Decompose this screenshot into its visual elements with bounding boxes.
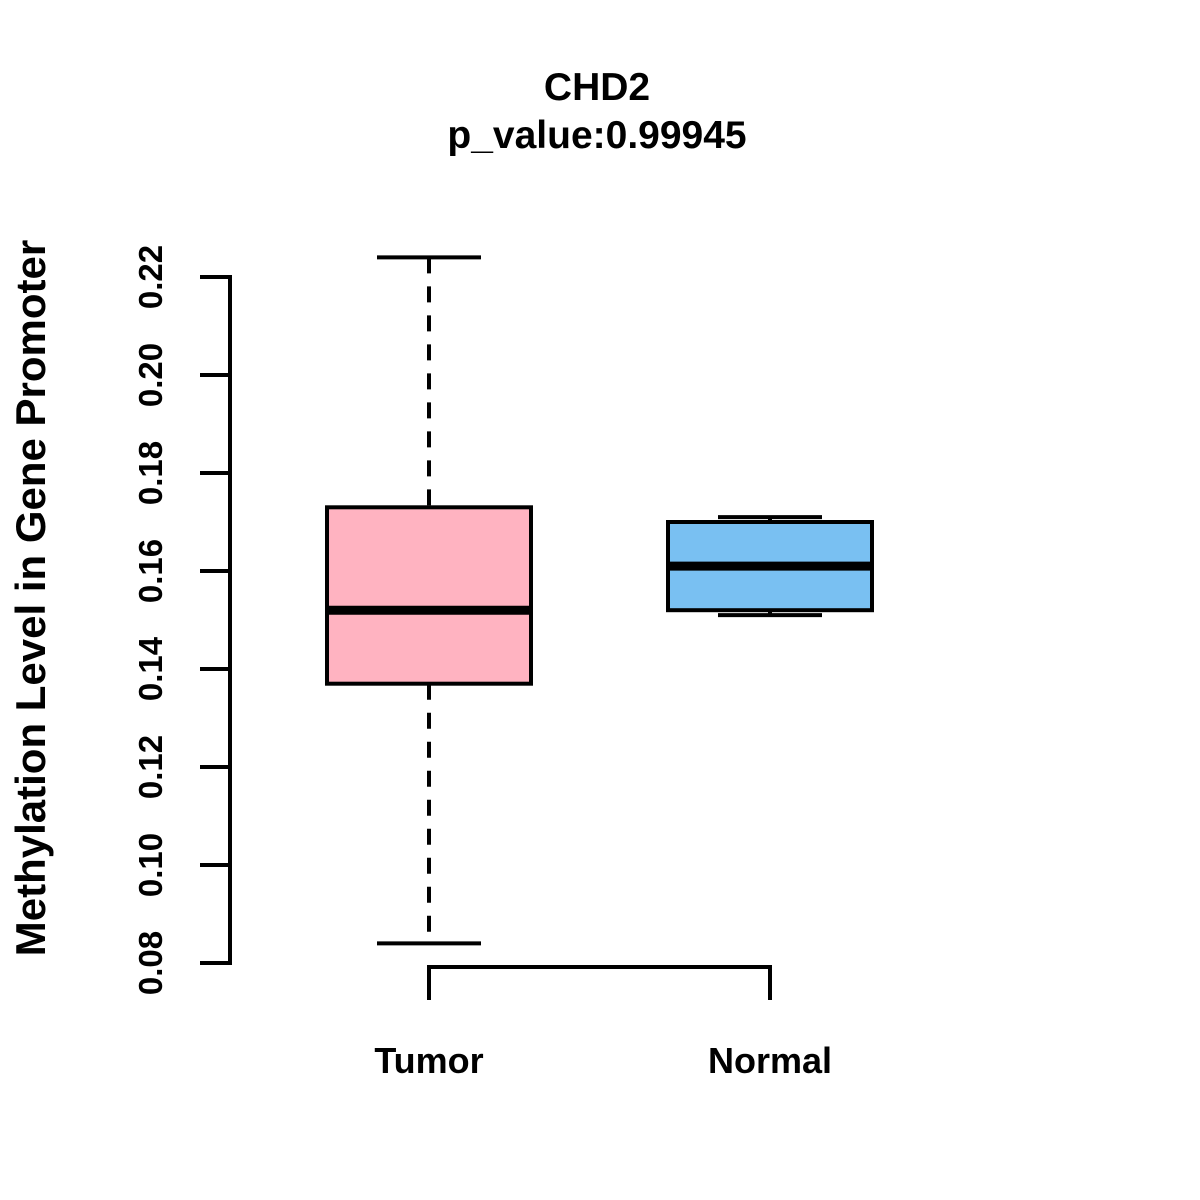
tumor-box xyxy=(325,505,533,686)
x-axis-label-tumor: Tumor xyxy=(374,1040,483,1081)
y-axis-tick-label: 0.10 xyxy=(132,833,169,897)
y-axis-tick-label: 0.16 xyxy=(132,539,169,603)
y-axis-tick-label: 0.18 xyxy=(132,441,169,505)
chart-subtitle-pvalue: p_value:0.99945 xyxy=(447,114,747,157)
y-axis-tick-label: 0.14 xyxy=(132,636,169,701)
x-axis-label-normal: Normal xyxy=(708,1040,832,1081)
y-axis-tick-label: 0.20 xyxy=(132,343,169,407)
y-axis-tick-label: 0.12 xyxy=(132,735,169,799)
chart-title: CHD2 xyxy=(543,66,651,109)
y-axis-tick-label: 0.22 xyxy=(132,245,169,309)
y-axis-tick-label: 0.08 xyxy=(132,931,169,995)
